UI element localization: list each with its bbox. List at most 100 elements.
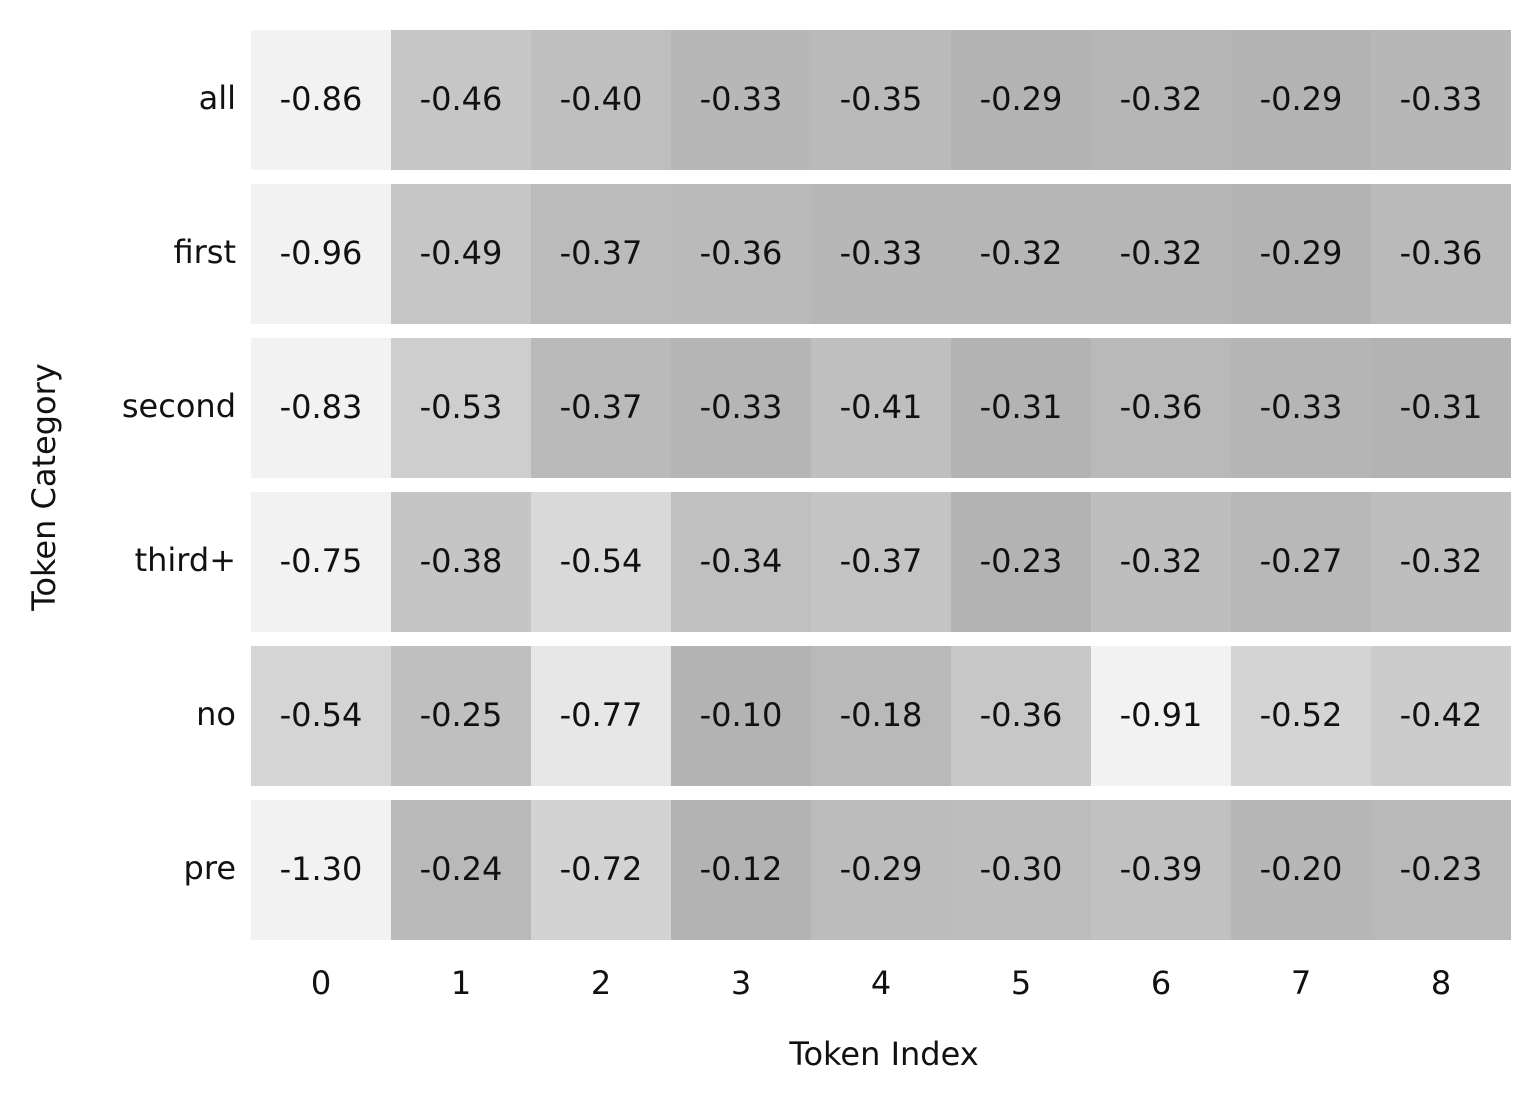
cell-label: -0.72 (560, 850, 643, 888)
heatmap-cell (1091, 800, 1231, 940)
cell-label: -0.33 (840, 234, 923, 272)
cell-label: -0.40 (560, 80, 643, 118)
heatmap-cell (951, 184, 1091, 324)
cell-label: -0.32 (1400, 542, 1483, 580)
cell-label: -0.54 (560, 542, 643, 580)
heatmap-cell (811, 800, 951, 940)
cell-label: -0.33 (700, 388, 783, 426)
x-tick-label: 3 (731, 964, 751, 1002)
cell-label: -0.36 (980, 696, 1063, 734)
heatmap-cell (1371, 184, 1511, 324)
heatmap-cell (1371, 338, 1511, 478)
x-tick-label: 1 (451, 964, 471, 1002)
y-tick-label: third+ (135, 541, 236, 579)
heatmap-cell (1231, 800, 1371, 940)
cell-label: -1.30 (280, 850, 363, 888)
heatmap-cell (671, 184, 811, 324)
heatmap-cell (951, 646, 1091, 786)
cell-label: -0.23 (980, 542, 1063, 580)
heatmap-cell (951, 338, 1091, 478)
heatmap-cell (531, 646, 671, 786)
cell-label: -0.27 (1260, 542, 1343, 580)
cell-label: -0.33 (700, 80, 783, 118)
heatmap-cell (951, 30, 1091, 170)
heatmap-cell (811, 184, 951, 324)
heatmap-cell (391, 800, 531, 940)
cell-label: -0.33 (1400, 80, 1483, 118)
y-tick-label: pre (184, 849, 236, 887)
heatmap-cell (951, 492, 1091, 632)
heatmap-cell (671, 646, 811, 786)
heatmap-cell (531, 30, 671, 170)
heatmap-cell (251, 646, 391, 786)
heatmap-cell (671, 338, 811, 478)
cell-label: -0.36 (1120, 388, 1203, 426)
heatmap-cell (251, 338, 391, 478)
heatmap-cell (1371, 30, 1511, 170)
heatmap-cell (811, 646, 951, 786)
cell-label: -0.36 (700, 234, 783, 272)
cell-label: -0.30 (980, 850, 1063, 888)
heatmap-cell (251, 800, 391, 940)
heatmap-cell (1231, 492, 1371, 632)
cell-label: -0.49 (420, 234, 503, 272)
heatmap-cell (1091, 30, 1231, 170)
heatmap-cell (811, 338, 951, 478)
heatmap-cell (671, 30, 811, 170)
heatmap-cell (391, 184, 531, 324)
cell-label: -0.29 (1260, 234, 1343, 272)
cell-label: -0.37 (560, 234, 643, 272)
cell-label: -0.46 (420, 80, 503, 118)
cell-label: -0.37 (840, 542, 923, 580)
cell-label: -0.32 (980, 234, 1063, 272)
cell-label: -0.31 (980, 388, 1063, 426)
cell-label: -0.32 (1120, 80, 1203, 118)
heatmap-cell (1371, 492, 1511, 632)
cell-label: -0.10 (700, 696, 783, 734)
cell-label: -0.35 (840, 80, 923, 118)
heatmap-cell (1091, 338, 1231, 478)
cell-label: -0.23 (1400, 850, 1483, 888)
cell-label: -0.12 (700, 850, 783, 888)
cell-label: -0.32 (1120, 542, 1203, 580)
cell-label: -0.91 (1120, 696, 1203, 734)
cell-label: -0.41 (840, 388, 923, 426)
heatmap-cell (671, 492, 811, 632)
cell-label: -0.18 (840, 696, 923, 734)
heatmap-cell (1091, 646, 1231, 786)
cell-label: -0.34 (700, 542, 783, 580)
heatmap-cell (671, 800, 811, 940)
heatmap-cell (811, 492, 951, 632)
heatmap-cell (251, 184, 391, 324)
cell-label: -0.29 (980, 80, 1063, 118)
cell-label: -0.20 (1260, 850, 1343, 888)
x-tick-label: 6 (1151, 964, 1171, 1002)
heatmap-cell (531, 800, 671, 940)
heatmap-cell (391, 338, 531, 478)
heatmap-cell (1231, 184, 1371, 324)
heatmap-cell (531, 184, 671, 324)
heatmap-cell (811, 30, 951, 170)
y-tick-label: second (122, 387, 236, 425)
x-tick-label: 0 (311, 964, 331, 1002)
cell-label: -0.77 (560, 696, 643, 734)
heatmap-cell (531, 338, 671, 478)
x-tick-label: 2 (591, 964, 611, 1002)
cell-label: -0.42 (1400, 696, 1483, 734)
heatmap-cell (1231, 646, 1371, 786)
heatmap-cell (391, 30, 531, 170)
x-tick-label: 4 (871, 964, 891, 1002)
x-tick-label: 8 (1431, 964, 1451, 1002)
cell-label: -0.75 (280, 542, 363, 580)
cell-label: -0.96 (280, 234, 363, 272)
cell-label: -0.32 (1120, 234, 1203, 272)
x-tick-label: 7 (1291, 964, 1311, 1002)
cell-label: -0.52 (1260, 696, 1343, 734)
y-axis-label: Token Category (25, 363, 63, 611)
cell-label: -0.29 (1260, 80, 1343, 118)
heatmap-cell (391, 492, 531, 632)
cell-label: -0.86 (280, 80, 363, 118)
cell-label: -0.53 (420, 388, 503, 426)
cell-label: -0.37 (560, 388, 643, 426)
